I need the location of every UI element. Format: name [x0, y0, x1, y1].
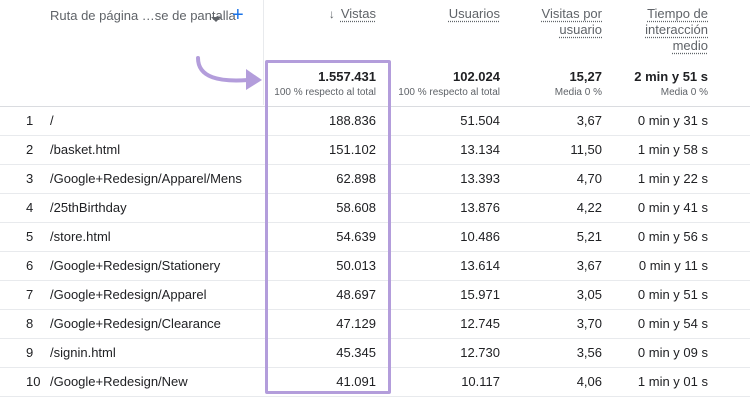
- column-header-visitas-por-usuario[interactable]: Visitas por usuario: [542, 6, 602, 38]
- row-vistas: 41.091: [336, 374, 376, 389]
- column-header-vistas[interactable]: ↓ Vistas: [329, 6, 376, 22]
- row-tiempo: 1 min y 01 s: [637, 374, 708, 389]
- add-dimension-icon[interactable]: +: [232, 4, 244, 26]
- column-label-tiempo-line1: Tiempo de: [647, 6, 708, 21]
- row-tiempo: 1 min y 22 s: [637, 171, 708, 186]
- table-row[interactable]: 10 /Google+Redesign/New 41.091 10.117 4,…: [0, 367, 750, 397]
- row-usuarios: 13.614: [460, 258, 500, 273]
- table-row[interactable]: 2 /basket.html 151.102 13.134 11,50 1 mi…: [0, 135, 750, 165]
- row-index: 2: [26, 142, 34, 157]
- row-path[interactable]: /Google+Redesign/New: [50, 374, 188, 389]
- total-usuarios-sub: 100 % respecto al total: [398, 87, 500, 98]
- column-label-vistas: Vistas: [340, 6, 376, 21]
- total-usuarios: 102.024: [453, 69, 500, 84]
- column-header-tiempo[interactable]: Tiempo de interacción medio: [645, 6, 708, 54]
- row-visitas-por-usuario: 3,56: [576, 345, 602, 360]
- column-label-tiempo-line3: medio: [672, 38, 708, 53]
- column-label-visitas-line1: Visitas por: [541, 6, 602, 21]
- row-index: 1: [26, 113, 34, 128]
- table-row[interactable]: 1 / 188.836 51.504 3,67 0 min y 31 s: [0, 106, 750, 136]
- row-tiempo: 0 min y 41 s: [637, 200, 708, 215]
- row-usuarios: 13.876: [460, 200, 500, 215]
- row-vistas: 48.697: [336, 287, 376, 302]
- row-visitas-por-usuario: 4,22: [576, 200, 602, 215]
- row-vistas: 45.345: [336, 345, 376, 360]
- row-path[interactable]: /Google+Redesign/Stationery: [50, 258, 221, 273]
- row-tiempo: 0 min y 11 s: [638, 258, 708, 273]
- row-path[interactable]: /Google+Redesign/Apparel/Mens: [50, 171, 242, 186]
- row-usuarios: 15.971: [460, 287, 500, 302]
- row-path[interactable]: /Google+Redesign/Clearance: [50, 316, 221, 331]
- table-row[interactable]: 9 /signin.html 45.345 12.730 3,56 0 min …: [0, 338, 750, 368]
- table-row[interactable]: 5 /store.html 54.639 10.486 5,21 0 min y…: [0, 222, 750, 252]
- row-usuarios: 12.745: [460, 316, 500, 331]
- table-row[interactable]: 4 /25thBirthday 58.608 13.876 4,22 0 min…: [0, 193, 750, 223]
- row-visitas-por-usuario: 3,70: [576, 316, 602, 331]
- vistas-highlight-box: [265, 60, 391, 394]
- row-index: 8: [26, 316, 34, 331]
- row-index: 5: [26, 229, 34, 244]
- total-tiempo: 2 min y 51 s: [634, 69, 708, 84]
- row-usuarios: 10.486: [460, 229, 500, 244]
- row-vistas: 188.836: [329, 113, 376, 128]
- table-row[interactable]: 7 /Google+Redesign/Apparel 48.697 15.971…: [0, 280, 750, 310]
- row-path[interactable]: /: [50, 113, 54, 128]
- row-visitas-por-usuario: 3,67: [576, 113, 602, 128]
- total-tiempo-sub: Media 0 %: [660, 87, 708, 98]
- row-index: 7: [26, 287, 34, 302]
- row-tiempo: 0 min y 09 s: [637, 345, 708, 360]
- sort-descending-icon: ↓: [328, 7, 335, 21]
- pointer-arrow-icon: [196, 56, 262, 90]
- total-vistas: 1.557.431: [318, 69, 376, 84]
- row-path[interactable]: /basket.html: [50, 142, 121, 157]
- row-tiempo: 1 min y 58 s: [637, 142, 708, 157]
- column-label-tiempo-line2: interacción: [645, 22, 708, 37]
- row-path[interactable]: /signin.html: [50, 345, 116, 360]
- row-visitas-por-usuario: 11,50: [570, 142, 602, 157]
- row-vistas: 54.639: [336, 229, 376, 244]
- row-index: 3: [26, 171, 34, 186]
- row-tiempo: 0 min y 54 s: [637, 316, 708, 331]
- row-index: 4: [26, 200, 34, 215]
- row-index: 6: [26, 258, 34, 273]
- row-usuarios: 13.134: [460, 142, 500, 157]
- row-visitas-por-usuario: 3,67: [576, 258, 602, 273]
- row-index: 9: [26, 345, 34, 360]
- table-row[interactable]: 3 /Google+Redesign/Apparel/Mens 62.898 1…: [0, 164, 750, 194]
- table-row[interactable]: 6 /Google+Redesign/Stationery 50.013 13.…: [0, 251, 750, 281]
- dimension-header[interactable]: Ruta de página …se de pantalla: [50, 8, 236, 23]
- row-path[interactable]: /25thBirthday: [50, 200, 127, 215]
- row-tiempo: 0 min y 31 s: [637, 113, 708, 128]
- row-vistas: 50.013: [336, 258, 376, 273]
- row-vistas: 62.898: [336, 171, 376, 186]
- table-top-border: [0, 106, 750, 107]
- table-row[interactable]: 8 /Google+Redesign/Clearance 47.129 12.7…: [0, 309, 750, 339]
- column-label-usuarios: Usuarios: [448, 6, 500, 21]
- row-usuarios: 12.730: [460, 345, 500, 360]
- row-usuarios: 51.504: [460, 113, 500, 128]
- row-visitas-por-usuario: 3,05: [576, 287, 602, 302]
- total-visitas-por-usuario: 15,27: [569, 69, 602, 84]
- row-vistas: 47.129: [336, 316, 376, 331]
- column-label-visitas-line2: usuario: [559, 22, 602, 37]
- column-header-usuarios[interactable]: Usuarios: [449, 6, 500, 22]
- total-vistas-sub: 100 % respecto al total: [274, 87, 376, 98]
- row-tiempo: 0 min y 56 s: [637, 229, 708, 244]
- row-visitas-por-usuario: 4,70: [576, 171, 602, 186]
- row-vistas: 151.102: [329, 142, 376, 157]
- row-path[interactable]: /Google+Redesign/Apparel: [50, 287, 207, 302]
- row-vistas: 58.608: [336, 200, 376, 215]
- total-visitas-por-usuario-sub: Media 0 %: [554, 87, 602, 98]
- row-visitas-por-usuario: 5,21: [576, 229, 602, 244]
- dropdown-arrow-icon[interactable]: [210, 16, 222, 24]
- header-divider: [263, 0, 264, 105]
- row-path[interactable]: /store.html: [50, 229, 111, 244]
- row-tiempo: 0 min y 51 s: [637, 287, 708, 302]
- row-visitas-por-usuario: 4,06: [576, 374, 602, 389]
- row-usuarios: 10.117: [461, 374, 500, 389]
- row-usuarios: 13.393: [460, 171, 500, 186]
- row-index: 10: [26, 374, 41, 389]
